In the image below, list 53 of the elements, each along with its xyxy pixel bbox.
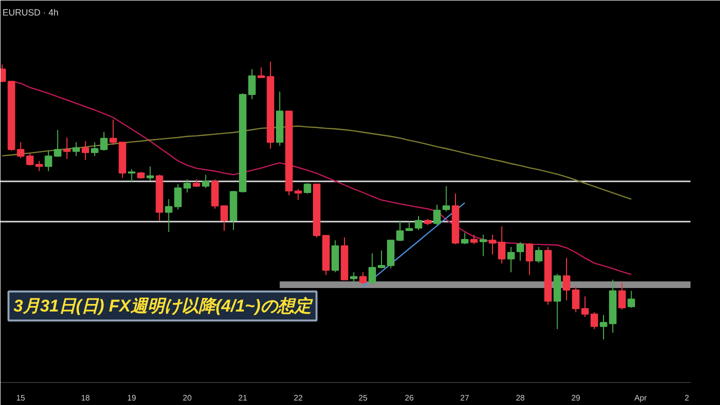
candlestick [220,205,228,232]
candlestick [406,221,413,232]
x-tick-label: 18 [80,394,90,402]
candlestick [581,296,589,318]
x-tick-label: 19 [127,394,137,402]
candlestick [618,282,626,310]
candlestick [183,178,191,193]
x-tick-label: 29 [571,394,581,402]
candlestick [82,140,90,160]
candlestick [535,246,543,264]
x-tick-label: 27 [460,394,470,402]
candlestick [442,186,450,212]
candlestick [562,258,570,301]
candlestick [488,234,496,255]
candlestick [516,242,524,262]
x-tick-label: 28 [516,394,526,402]
candlestick [433,204,441,226]
candlestick [480,234,487,257]
annotation: 3月31日(日) FX週明け以降(4/1~)の想定 [14,296,314,316]
candlestick [63,137,71,160]
candlestick [294,188,302,200]
candlestick [414,216,422,230]
x-tick-label: 26 [404,394,414,402]
candlestick [128,168,136,183]
candlestick [628,290,636,308]
candlestick [572,286,580,313]
candlestick [507,246,515,273]
candlestick [72,142,80,157]
candlestick [498,226,506,264]
candlestick [526,242,534,276]
candlestick [35,160,43,172]
candlestick [396,220,404,242]
x-tick-label: 20 [182,394,192,402]
x-tick-label: 15 [16,394,26,402]
x-tick-label: 21 [238,394,248,402]
x-tick-label: 22 [294,394,304,402]
x-tick-label: Apr [634,394,648,402]
candlestick [590,312,598,330]
candlestick [164,198,172,232]
chart-title: EURUSD · 4h [2,8,59,18]
candlestick [202,174,210,189]
candlestick [146,166,154,182]
candlestick [368,252,376,285]
candlestick [378,250,386,269]
x-tick-label: 2 [684,394,690,402]
candlestick [44,150,52,172]
candlestick [461,232,468,245]
candlestick [350,272,358,283]
candlestick [54,130,62,158]
candlestick [174,184,182,210]
candlestick [359,272,367,285]
x-tick-label: 25 [358,394,368,402]
candlestick [470,234,478,245]
